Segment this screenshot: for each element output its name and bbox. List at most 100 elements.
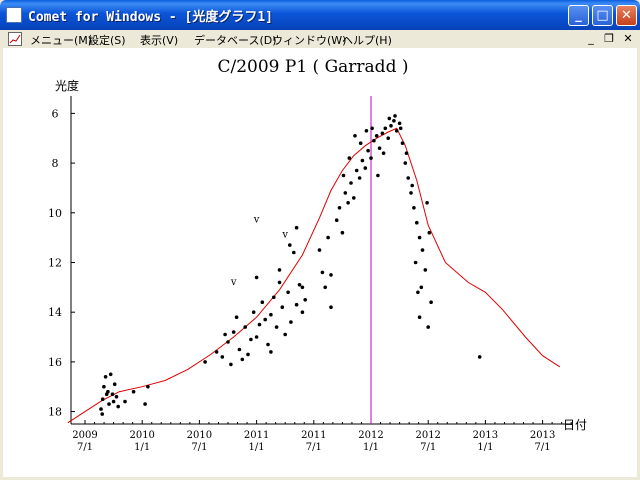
observation-point: [392, 119, 396, 123]
observation-point: [320, 270, 325, 275]
observation-point: [354, 168, 359, 173]
x-axis-label: 日付: [563, 418, 587, 432]
observation-point: [403, 161, 408, 165]
x-tick-year: 2013: [473, 430, 498, 441]
mdi-restore-button[interactable]: ❐: [604, 32, 614, 45]
observation-point: [143, 402, 147, 406]
observation-point: [419, 285, 424, 290]
observation-point: [280, 305, 285, 310]
app-icon[interactable]: [6, 7, 22, 23]
observation-point: [389, 124, 393, 128]
observation-point: [203, 360, 207, 364]
observation-point: [102, 384, 106, 389]
observation-point: [146, 384, 150, 389]
observation-point: [131, 389, 136, 394]
menu-help[interactable]: ヘルプ(H): [342, 34, 392, 47]
annotation-label: v: [230, 277, 237, 288]
observation-point: [257, 322, 262, 327]
observation-point: [417, 315, 422, 320]
observation-point: [397, 121, 402, 126]
observation-point: [334, 218, 339, 222]
observation-point: [297, 283, 302, 287]
observation-point: [343, 191, 348, 195]
observation-point: [381, 151, 386, 155]
observation-point: [376, 173, 380, 178]
x-tick-date: 1/1: [363, 442, 379, 453]
observation-point: [346, 201, 350, 205]
observation-point: [352, 196, 356, 200]
x-tick-year: 2010: [129, 430, 154, 441]
mdi-close-button[interactable]: ✕: [623, 32, 633, 45]
x-tick-year: 2012: [415, 430, 440, 441]
observation-point: [337, 206, 342, 210]
observation-point: [370, 126, 374, 131]
observation-point: [254, 275, 259, 280]
graph-document-icon[interactable]: [8, 32, 22, 46]
title-bar[interactable]: Comet for Windows - [光度グラフ1] _ □ ✕: [0, 0, 640, 30]
observation-point: [292, 250, 296, 255]
maximize-button[interactable]: □: [592, 5, 613, 26]
observation-point: [114, 394, 119, 399]
observation-point: [269, 350, 273, 354]
observation-point: [406, 176, 411, 180]
menu-window[interactable]: ウィンドウ(W): [272, 34, 347, 47]
x-tick-date: 7/1: [77, 442, 93, 453]
observation-point: [263, 317, 268, 322]
x-tick-date: 7/1: [191, 442, 207, 453]
observation-point: [477, 355, 482, 359]
y-tick-label: 8: [52, 157, 59, 170]
observation-point: [317, 248, 322, 252]
observation-point: [360, 158, 365, 163]
observation-point: [426, 325, 431, 329]
x-tick-year: 2010: [187, 430, 212, 441]
x-tick-date: 7/1: [535, 442, 551, 453]
light-curve-chart: C/2009 P1 ( Garradd ) 光度 日付 6 8 10 12 14 16 18…: [48, 57, 587, 453]
observation-point: [329, 305, 333, 310]
observation-point: [286, 290, 290, 295]
menu-settings[interactable]: 設定(S): [88, 34, 126, 47]
observation-point: [294, 225, 299, 230]
observation-point: [214, 350, 219, 354]
observation-point: [349, 181, 353, 185]
observation-point: [358, 141, 363, 145]
observation-point: [387, 116, 392, 121]
observation-point: [417, 235, 422, 240]
observation-point: [413, 260, 418, 265]
observation-point: [237, 347, 242, 352]
observation-point: [366, 148, 370, 153]
menu-view[interactable]: 表示(V): [140, 34, 179, 47]
mdi-minimize-button[interactable]: _: [588, 32, 594, 45]
close-button[interactable]: ✕: [616, 5, 637, 26]
observation-point: [374, 134, 379, 138]
observation-point: [229, 362, 233, 367]
menu-menu[interactable]: メニュー(M): [30, 34, 93, 47]
observation-point: [243, 325, 247, 329]
observation-point: [423, 268, 428, 272]
observation-point: [294, 302, 299, 307]
observation-point: [415, 220, 419, 225]
minimize-button[interactable]: _: [568, 5, 589, 26]
observation-point: [369, 156, 373, 160]
observation-point: [272, 295, 276, 300]
observation-point: [429, 300, 433, 304]
observation-point: [326, 235, 330, 240]
observation-point: [111, 399, 116, 404]
observation-point: [223, 332, 227, 337]
x-tick-year: 2012: [358, 430, 383, 441]
observation-point: [394, 129, 399, 133]
observation-point: [353, 134, 357, 138]
observation-point: [108, 372, 113, 377]
observation-point: [357, 176, 362, 180]
observation-point: [393, 114, 397, 118]
observation-point: [427, 230, 432, 235]
annotation-label: v: [281, 230, 288, 241]
observation-point: [104, 392, 109, 397]
y-tick-label: 16: [48, 356, 62, 369]
y-tick-label: 18: [48, 406, 62, 419]
x-tick-year: 2013: [530, 430, 555, 441]
menu-database[interactable]: データベース(D): [194, 34, 277, 47]
observation-point: [274, 325, 279, 329]
y-axis-label: 光度: [55, 78, 79, 93]
y-tick-label: 12: [48, 256, 62, 269]
